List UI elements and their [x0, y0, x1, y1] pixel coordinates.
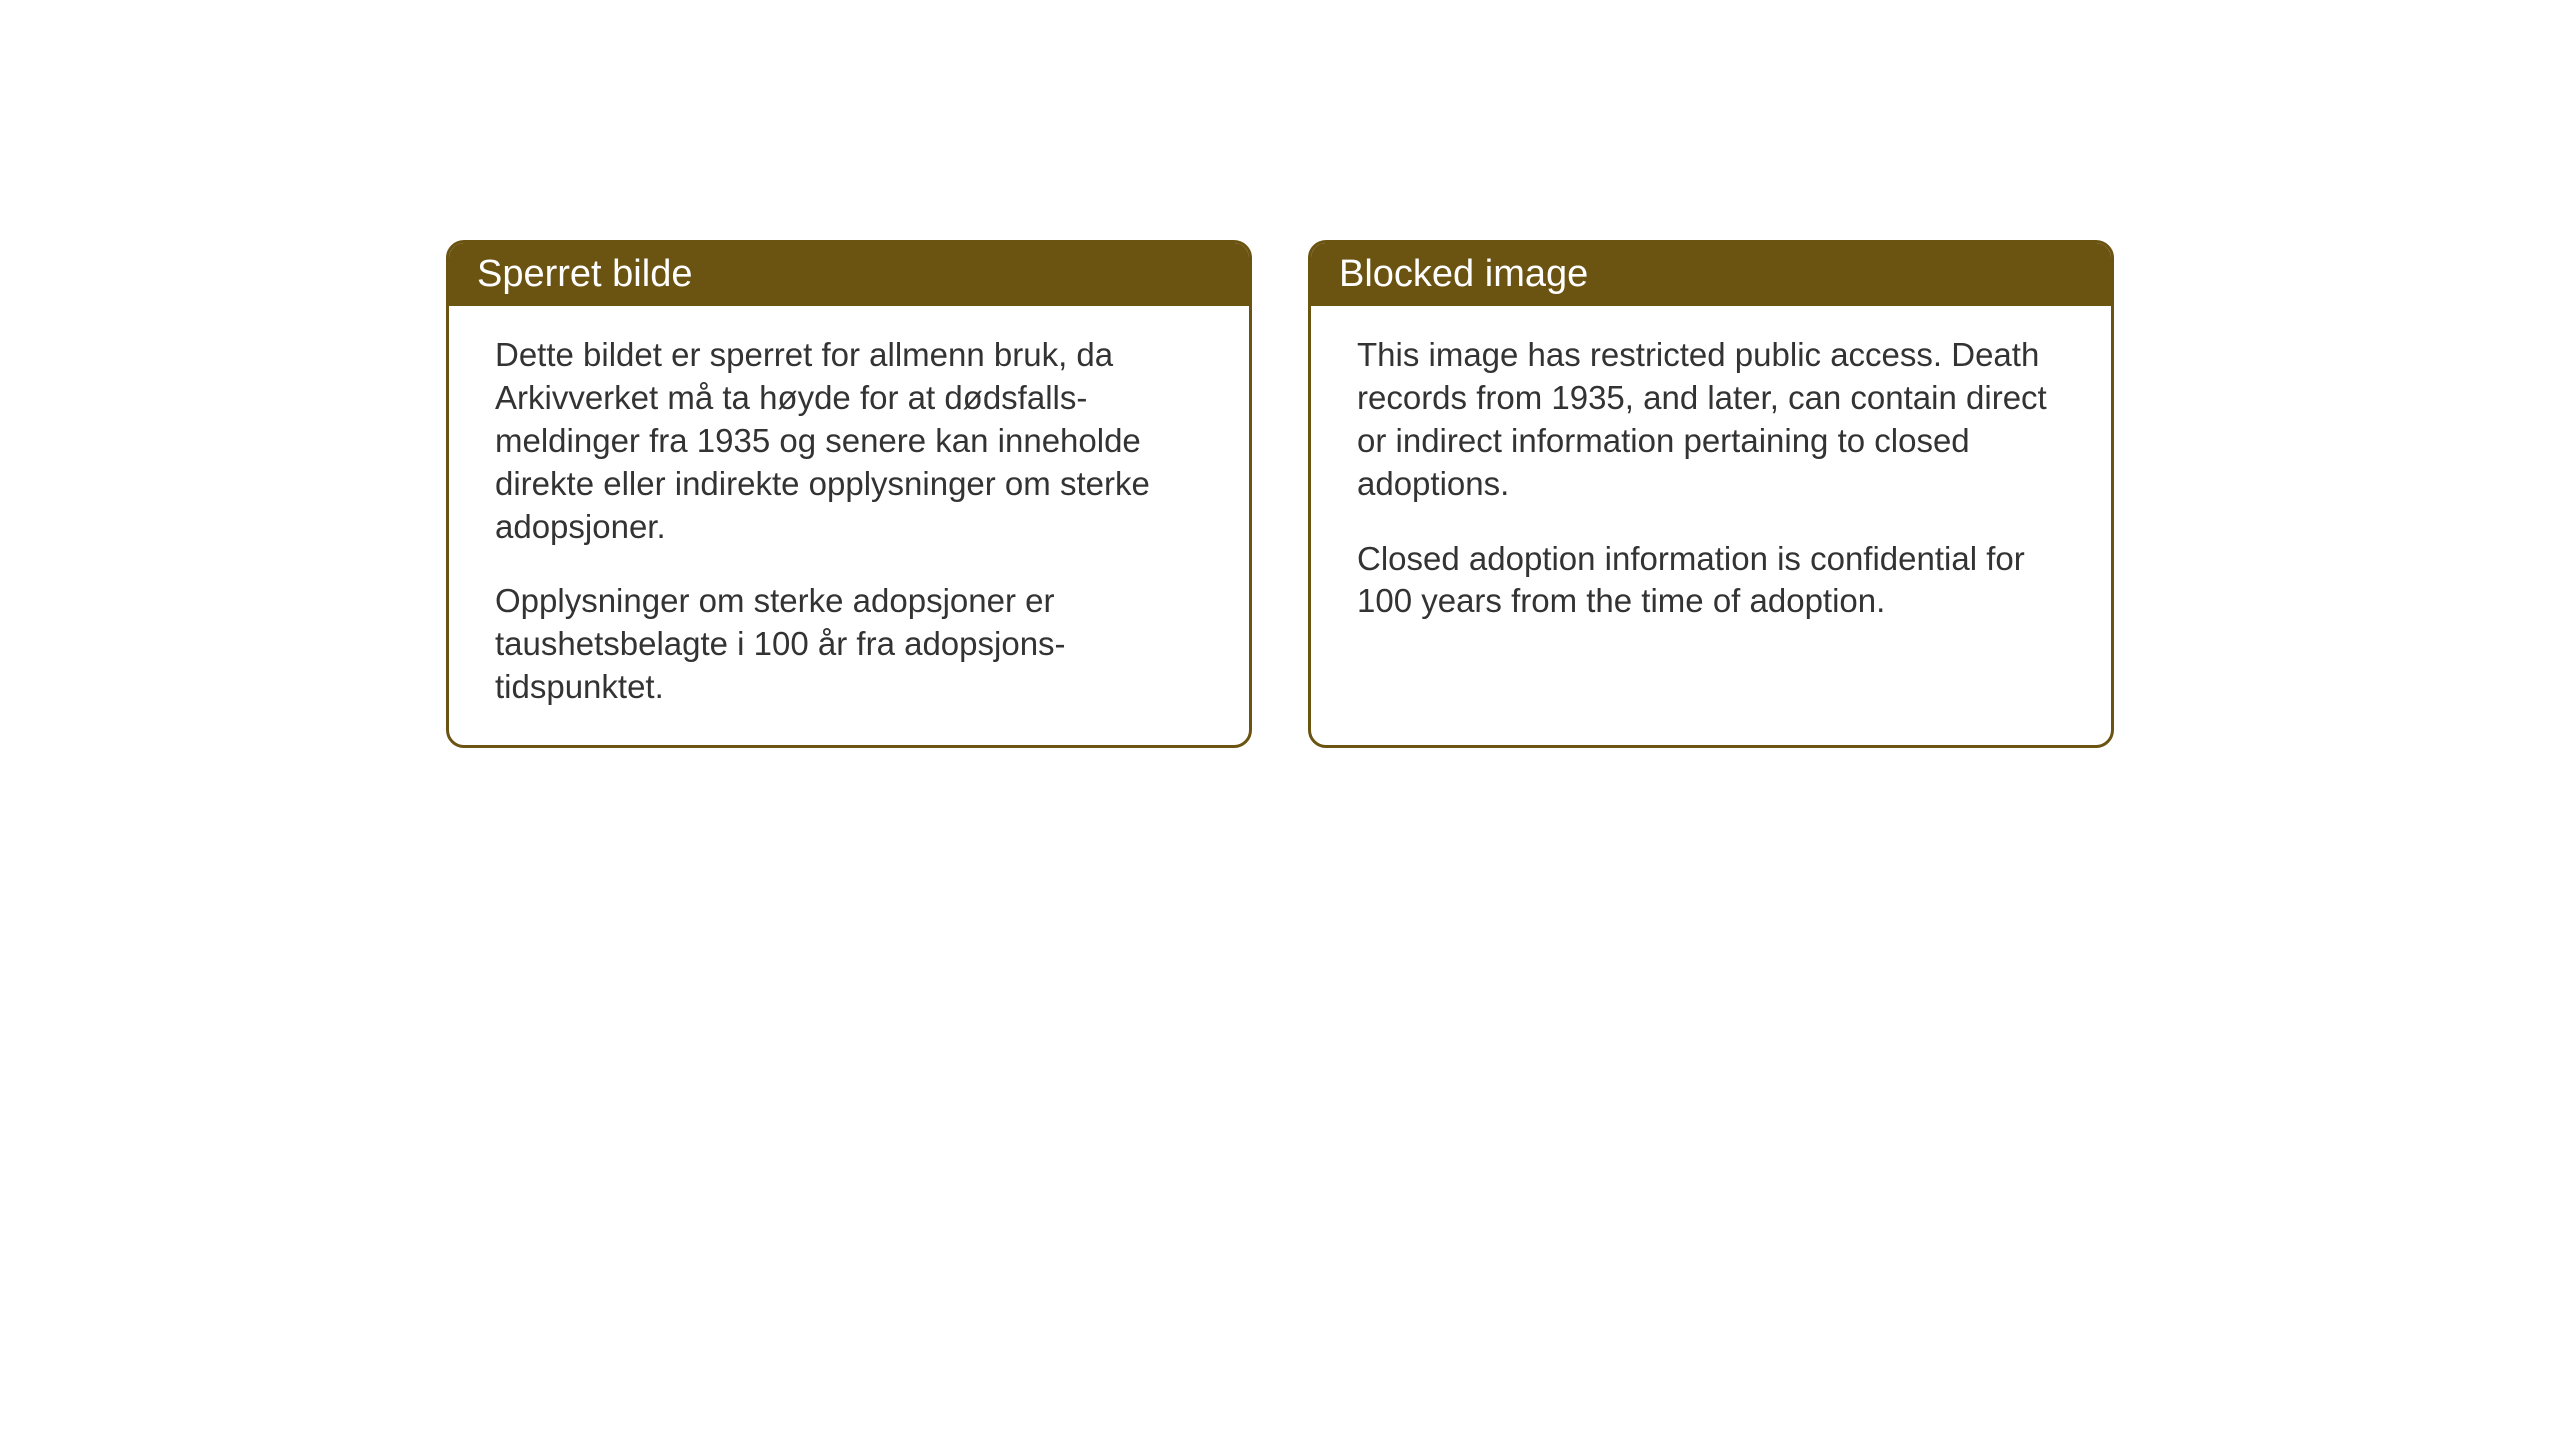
notice-paragraph-1-norwegian: Dette bildet er sperret for allmenn bruk…: [495, 334, 1203, 548]
notice-title-norwegian: Sperret bilde: [477, 253, 692, 295]
notice-card-norwegian: Sperret bilde Dette bildet er sperret fo…: [446, 240, 1252, 748]
notice-title-english: Blocked image: [1339, 253, 1588, 295]
notice-body-english: This image has restricted public access.…: [1311, 306, 2111, 659]
notice-container: Sperret bilde Dette bildet er sperret fo…: [446, 240, 2114, 748]
notice-paragraph-1-english: This image has restricted public access.…: [1357, 334, 2065, 506]
notice-header-english: Blocked image: [1311, 243, 2111, 306]
notice-body-norwegian: Dette bildet er sperret for allmenn bruk…: [449, 306, 1249, 745]
notice-card-english: Blocked image This image has restricted …: [1308, 240, 2114, 748]
notice-paragraph-2-english: Closed adoption information is confident…: [1357, 538, 2065, 624]
notice-paragraph-2-norwegian: Opplysninger om sterke adopsjoner er tau…: [495, 580, 1203, 709]
notice-header-norwegian: Sperret bilde: [449, 243, 1249, 306]
